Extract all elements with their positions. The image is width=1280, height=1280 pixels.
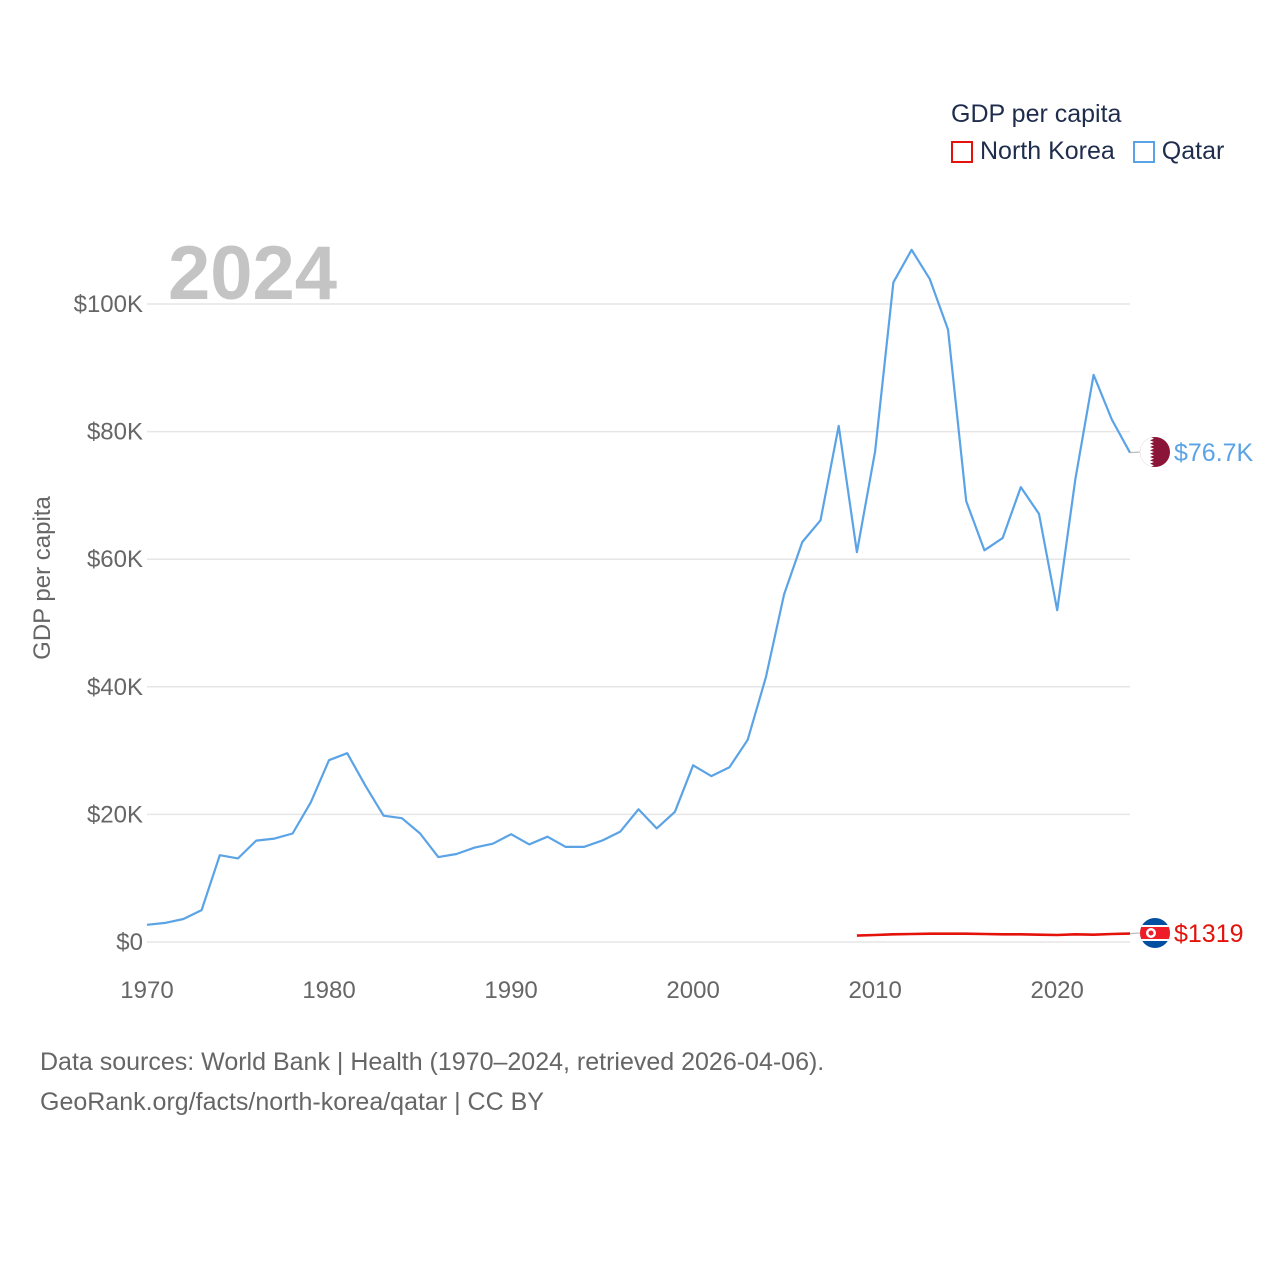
legend-swatch-qatar — [1132, 140, 1155, 163]
end-label-qatar: $76.7K — [1174, 439, 1254, 467]
y-tick-label: $20K — [87, 801, 143, 828]
end-label-north-korea: $1319 — [1174, 920, 1244, 948]
y-axis-title: GDP per capita — [29, 496, 56, 660]
qatar-flag-icon — [1140, 437, 1170, 467]
y-tick-label: $60K — [87, 546, 143, 573]
x-tick-label: 2010 — [848, 977, 901, 1004]
y-tick-label: $40K — [87, 674, 143, 701]
x-tick-label: 2020 — [1030, 977, 1083, 1004]
y-axis: $0 $20K $40K $60K $80K $100K — [74, 291, 143, 956]
x-tick-label: 2000 — [666, 977, 719, 1004]
x-tick-label: 1990 — [484, 977, 537, 1004]
year-label: 2024 — [168, 231, 337, 316]
legend: GDP per capita North Korea Qatar — [951, 100, 1242, 166]
legend-item-north-korea[interactable]: North Korea — [951, 137, 1115, 166]
footer-attribution[interactable]: GeoRank.org/facts/north-korea/qatar | CC… — [40, 1088, 544, 1116]
north-korea-flag-icon — [1140, 918, 1170, 948]
series-line-north-korea[interactable] — [856, 932, 1131, 937]
series-line-qatar[interactable] — [146, 248, 1131, 926]
x-axis: 1970 1980 1990 2000 2010 2020 — [120, 977, 1084, 1004]
y-tick-label: $0 — [116, 929, 143, 956]
legend-item-qatar[interactable]: Qatar — [1132, 137, 1225, 166]
leader-line-north-korea — [1129, 932, 1142, 935]
legend-label-north-korea: North Korea — [980, 137, 1115, 165]
footer-sources: Data sources: World Bank | Health (1970–… — [40, 1048, 825, 1076]
legend-label-qatar: Qatar — [1161, 137, 1225, 165]
footer: Data sources: World Bank | Health (1970–… — [40, 1042, 824, 1122]
y-tick-label: $80K — [87, 419, 143, 446]
y-tick-label: $100K — [74, 291, 143, 318]
legend-swatch-north-korea — [951, 140, 973, 163]
x-tick-label: 1980 — [302, 977, 355, 1004]
legend-title: GDP per capita — [951, 100, 1122, 128]
end-labels: $76.7K $1319 — [1129, 437, 1254, 948]
leader-line-qatar — [1129, 451, 1142, 454]
x-tick-label: 1970 — [120, 977, 173, 1004]
series — [146, 248, 1131, 937]
gridlines — [147, 303, 1130, 943]
